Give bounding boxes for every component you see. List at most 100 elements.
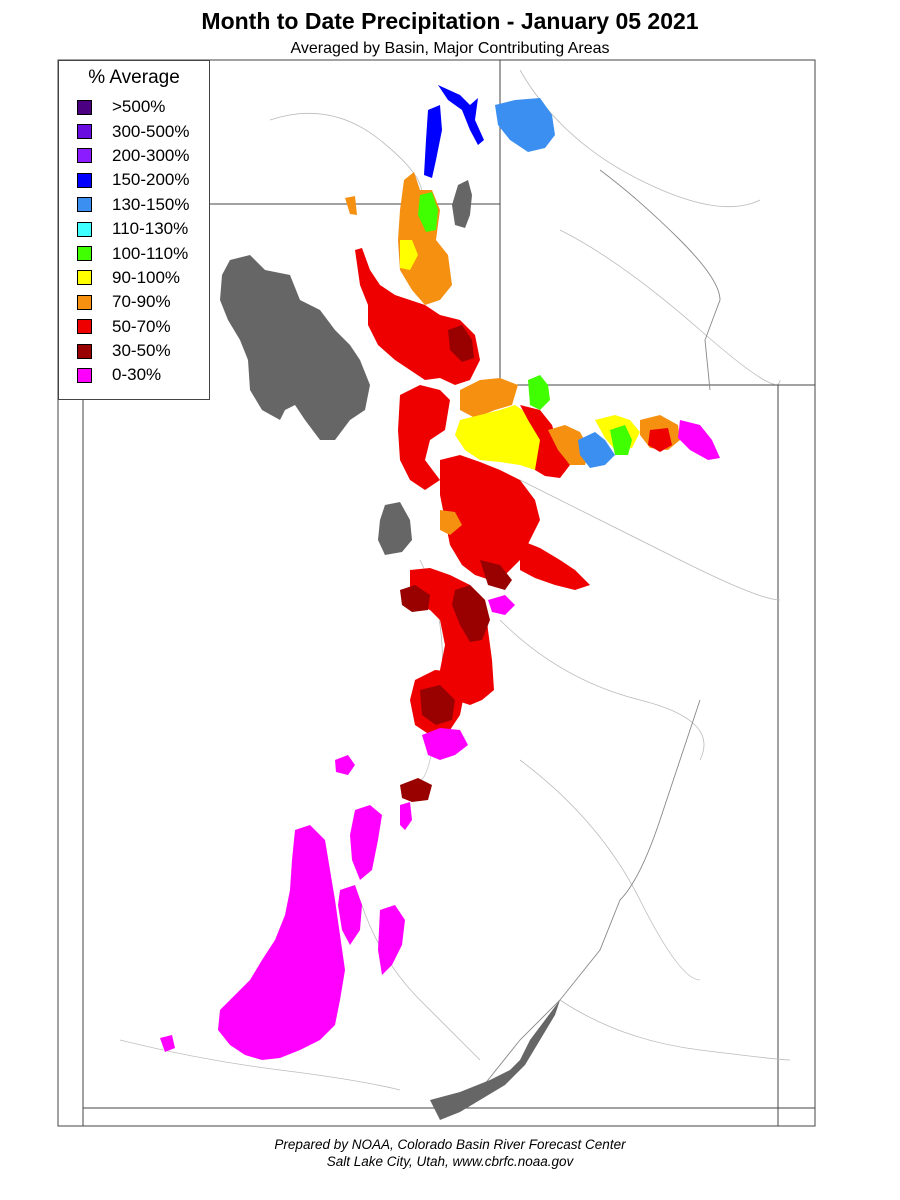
legend: % Average >500% 300-500% 200-300% 150-200% 1… — [58, 60, 210, 400]
legend-swatch — [77, 148, 92, 164]
legend-swatch — [77, 367, 92, 383]
legend-swatch — [77, 319, 92, 335]
precip-region — [452, 585, 490, 642]
rivers — [439, 169, 721, 1111]
lakes — [220, 180, 560, 1120]
precip-region — [400, 778, 432, 802]
basin-line — [559, 229, 781, 385]
legend-label: 30-50% — [112, 341, 171, 361]
legend-label: >500% — [112, 97, 166, 117]
legend-item: >500% — [59, 95, 209, 119]
legend-label: 70-90% — [112, 292, 171, 312]
legend-label: 100-110% — [112, 243, 189, 263]
legend-item: 50-70% — [59, 315, 209, 339]
precip-region — [440, 510, 462, 535]
legend-swatch — [77, 99, 92, 115]
legend-item: 110-130% — [59, 217, 209, 241]
legend-item: 0-30% — [59, 363, 209, 387]
footer-line-1: Prepared by NOAA, Colorado Basin River F… — [274, 1137, 626, 1152]
precip-region — [160, 1035, 175, 1052]
precip-region — [578, 432, 615, 468]
legend-label: 110-130% — [112, 219, 189, 239]
precip-region — [455, 405, 542, 470]
legend-label: 0-30% — [112, 365, 162, 385]
precip-region — [420, 685, 455, 725]
precip-region — [350, 805, 382, 880]
legend-swatch — [77, 172, 92, 188]
precip-region — [448, 325, 474, 362]
map-footer: Prepared by NOAA, Colorado Basin River F… — [0, 1136, 900, 1170]
legend-item: 100-110% — [59, 241, 209, 265]
precip-region — [440, 455, 540, 580]
basin-line — [499, 619, 705, 761]
basin-line — [269, 112, 422, 201]
precip-region — [548, 425, 590, 465]
precip-region — [424, 105, 442, 178]
map-subtitle: Averaged by Basin, Major Contributing Ar… — [290, 40, 610, 57]
precip-region — [400, 802, 412, 830]
legend-swatch — [77, 246, 92, 262]
precip-region — [218, 825, 345, 1060]
legend-item: 90-100% — [59, 266, 209, 290]
precip-region — [335, 755, 355, 775]
basin-line — [559, 999, 791, 1061]
legend-swatch — [77, 124, 92, 140]
river-line — [599, 169, 721, 391]
precip-region — [422, 728, 468, 760]
map-title: Month to Date Precipitation - January 05… — [201, 8, 699, 34]
precip-region — [610, 425, 632, 455]
legend-label: 300-500% — [112, 121, 190, 141]
precip-region — [480, 560, 512, 590]
precip-region — [345, 196, 357, 215]
precip-region — [488, 595, 515, 615]
basin-line — [519, 759, 701, 981]
footer-line-2: Salt Lake City, Utah, www.cbrfc.noaa.gov — [326, 1154, 574, 1169]
legend-item: 200-300% — [59, 144, 209, 168]
precip-region — [528, 375, 550, 410]
legend-item: 300-500% — [59, 119, 209, 143]
legend-item: 70-90% — [59, 290, 209, 314]
lake-powell — [430, 1000, 560, 1120]
utah-lake — [378, 502, 412, 555]
precip-region — [520, 405, 570, 478]
basin-line — [519, 69, 761, 208]
basin-line — [519, 479, 781, 601]
legend-item: 30-50% — [59, 339, 209, 363]
legend-swatch — [77, 221, 92, 237]
precip-region — [378, 905, 405, 975]
precip-region — [398, 385, 450, 490]
precip-region — [400, 585, 430, 612]
map-frame — [57, 59, 816, 1127]
precip-region — [460, 378, 518, 418]
legend-swatch — [77, 270, 92, 286]
legend-label: 200-300% — [112, 145, 190, 165]
river-line — [439, 699, 701, 1111]
precip-region — [355, 248, 480, 385]
precip-regions — [160, 85, 720, 1060]
great-salt-lake — [220, 255, 370, 440]
legend-swatch — [77, 294, 92, 310]
legend-title: % Average — [88, 67, 180, 88]
legend-items: >500% 300-500% 200-300% 150-200% 130-150% 110… — [59, 95, 209, 388]
precip-region — [520, 540, 590, 590]
legend-label: 150-200% — [112, 170, 190, 190]
precip-region — [338, 885, 362, 945]
precip-region — [495, 98, 555, 152]
precip-region — [648, 428, 672, 452]
precip-region — [678, 420, 720, 460]
precip-region — [398, 172, 452, 305]
bear-lake — [452, 180, 472, 228]
legend-label: 50-70% — [112, 316, 171, 336]
legend-swatch — [77, 343, 92, 359]
legend-item: 130-150% — [59, 193, 209, 217]
legend-label: 90-100% — [112, 267, 181, 287]
legend-swatch — [77, 197, 92, 213]
legend-item: 150-200% — [59, 168, 209, 192]
legend-label: 130-150% — [112, 194, 190, 214]
utah-north-notch — [499, 300, 815, 386]
precip-region — [438, 85, 484, 145]
basin-line — [359, 899, 481, 1061]
precip-region — [418, 192, 438, 232]
precip-region — [400, 240, 418, 270]
